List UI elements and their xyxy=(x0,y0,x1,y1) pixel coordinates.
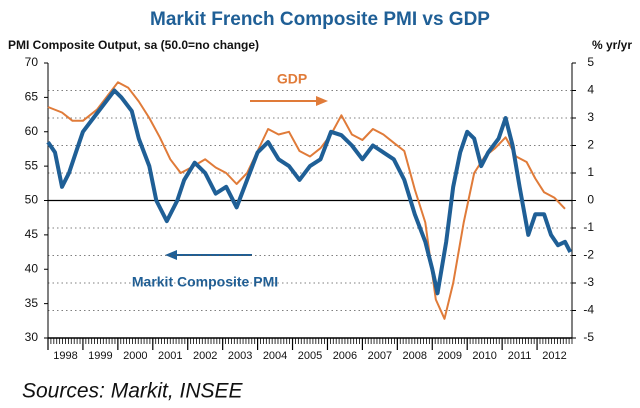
y2-tick-label: 3 xyxy=(587,110,594,124)
y2-tick-label: 4 xyxy=(587,83,594,97)
x-tick-label: 1999 xyxy=(88,350,112,362)
x-tick-label: 2000 xyxy=(123,350,147,362)
x-tick-label: 2008 xyxy=(403,350,427,362)
chart-title: Markit French Composite PMI vs GDP xyxy=(150,9,490,30)
x-tick-label: 2003 xyxy=(228,350,252,362)
y2-tick-label: -5 xyxy=(583,330,594,344)
annotation-arrow xyxy=(165,250,252,260)
y2-axis-label: % yr/yr xyxy=(592,38,632,52)
annotation-arrow xyxy=(250,96,328,106)
series-line xyxy=(46,88,573,296)
x-tick-label: 2004 xyxy=(263,350,287,362)
source-note: Sources: Markit, INSEE xyxy=(22,380,244,403)
x-tick-label: 2005 xyxy=(298,350,322,362)
y-tick-label: 65 xyxy=(25,90,39,104)
x-tick-label: 2006 xyxy=(333,350,357,362)
y2-tick-label: 2 xyxy=(587,138,594,152)
y-tick-label: 45 xyxy=(25,227,39,241)
x-tick-label: 1998 xyxy=(53,350,77,362)
y2-tick-label: -2 xyxy=(583,248,594,262)
annotation: Markit Composite PMI xyxy=(132,274,278,290)
y2-tick-label: -4 xyxy=(583,303,594,317)
x-tick-label: 2001 xyxy=(158,350,182,362)
x-tick-label: 2009 xyxy=(437,350,461,362)
y2-tick-label: 1 xyxy=(587,165,594,179)
y2-tick-label: -1 xyxy=(583,220,594,234)
y-tick-label: 30 xyxy=(25,330,39,344)
x-tick-label: 2010 xyxy=(472,350,496,362)
y-tick-label: 35 xyxy=(25,296,39,310)
x-tick-label: 2011 xyxy=(508,350,532,362)
y2-tick-label: -3 xyxy=(583,275,594,289)
y2-tick-label: 5 xyxy=(587,55,594,69)
annotation: GDP xyxy=(277,71,307,87)
y-tick-label: 70 xyxy=(25,55,39,69)
y-tick-label: 50 xyxy=(25,193,39,207)
y-tick-label: 60 xyxy=(25,124,39,138)
x-tick-label: 2012 xyxy=(542,350,566,362)
y2-tick-label: 0 xyxy=(587,193,594,207)
y-tick-label: 55 xyxy=(25,158,39,172)
y-tick-label: 40 xyxy=(25,261,39,275)
x-tick-label: 2002 xyxy=(193,350,217,362)
y-axis-label: PMI Composite Output, sa (50.0=no change… xyxy=(8,38,259,52)
x-tick-label: 2007 xyxy=(368,350,392,362)
